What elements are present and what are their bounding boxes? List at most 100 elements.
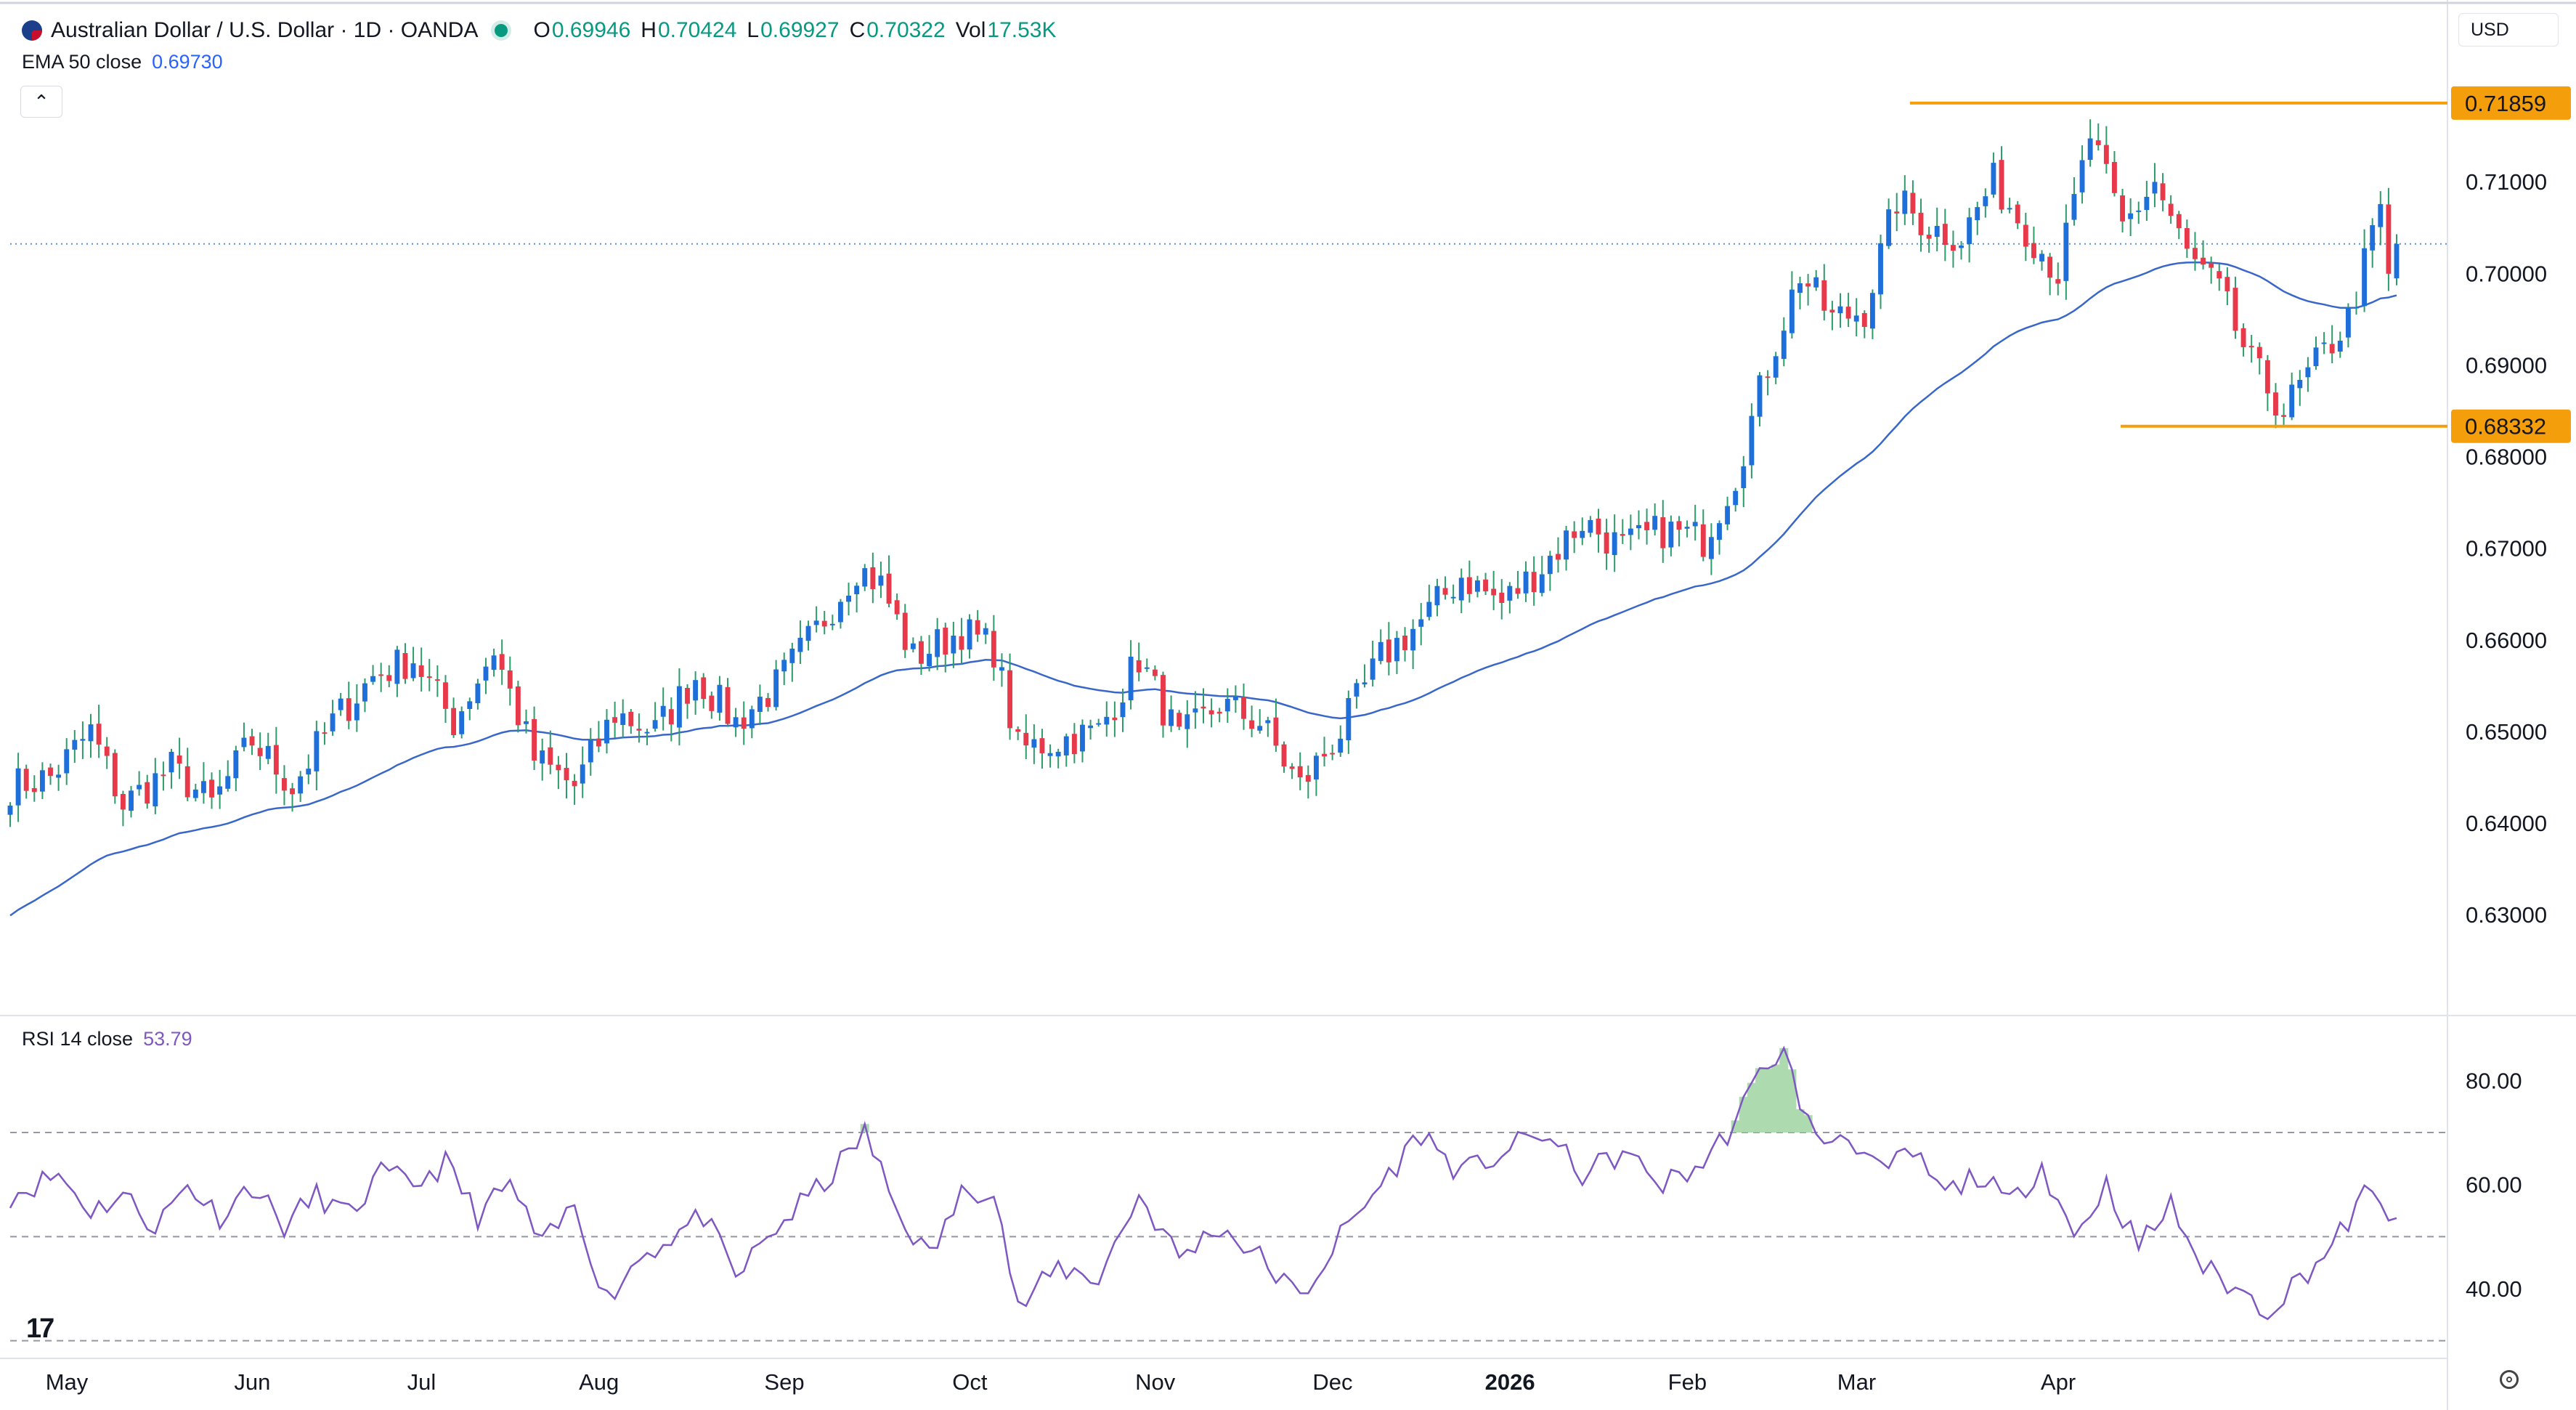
rsi-legend[interactable]: RSI 14 close 53.79 (22, 1028, 192, 1050)
time-tick-label: Apr (2041, 1369, 2076, 1395)
candle-body (1596, 518, 1601, 535)
candle-body (846, 596, 851, 602)
candle-body (902, 612, 908, 650)
candle-body (1232, 696, 1238, 700)
candle-body (2103, 145, 2109, 164)
candle-body (153, 773, 158, 807)
candle-body (1781, 331, 1787, 360)
candle-body (1588, 519, 1593, 533)
volume-label: Vol (955, 18, 986, 42)
candle-body (1886, 209, 1892, 246)
candle-body (1692, 522, 1698, 527)
tradingview-logo[interactable]: 17 (26, 1313, 54, 1345)
candle-body (1975, 207, 1980, 221)
candle-body (2362, 248, 2368, 307)
candle-body (757, 697, 763, 712)
price-tick-label: 0.63000 (2466, 902, 2547, 928)
candle-body (967, 619, 972, 650)
candle-body (394, 649, 400, 684)
candle-body (1080, 724, 1085, 752)
candle-body (1813, 277, 1819, 288)
candle-body (717, 684, 723, 713)
candle-body (1564, 530, 1569, 560)
currency-selector[interactable]: USD (2458, 13, 2559, 46)
candle-body (1628, 528, 1633, 535)
candle-body (120, 793, 126, 810)
candle-body (1999, 160, 2004, 210)
candle-body (273, 745, 279, 775)
candle-body (225, 776, 231, 789)
rsi-tick-label: 60.00 (2466, 1172, 2522, 1198)
candle-body (556, 764, 561, 771)
candle-body (499, 654, 505, 670)
candle-body (532, 718, 537, 761)
candle-body (1926, 235, 1932, 239)
candle-body (1902, 190, 1908, 214)
candle-body (821, 620, 827, 627)
candle-body (1708, 537, 1714, 559)
rsi-line (9, 1045, 2397, 1321)
candle-body (1507, 586, 1513, 601)
candle-body (200, 781, 206, 793)
candle-body (1450, 596, 1456, 599)
candle-body (2378, 203, 2384, 227)
symbol-title[interactable]: Australian Dollar / U.S. Dollar · 1D · O… (51, 18, 479, 42)
candle-body (1959, 245, 1964, 248)
candle-body (999, 667, 1004, 671)
candle-body (1039, 738, 1045, 753)
candle-body (709, 695, 715, 711)
candle-body (1338, 738, 1344, 753)
candle-body (1556, 554, 1561, 560)
candle-body (943, 627, 948, 655)
candle-body (1700, 524, 1706, 557)
candle-body (1410, 628, 1416, 651)
candle-body (1023, 732, 1029, 746)
candle-body (1386, 639, 1391, 663)
candle-body (2273, 392, 2278, 416)
collapse-legend-button[interactable]: ⌃ (20, 86, 62, 118)
candle-body (1515, 588, 1521, 594)
candle-body (2071, 194, 2077, 220)
candle-body (1491, 588, 1497, 596)
low-value: 0.69927 (760, 18, 840, 42)
candle-body (935, 629, 940, 657)
candle-body (1120, 702, 1126, 718)
price-tick-label: 0.70000 (2466, 261, 2547, 286)
candle-body (733, 717, 739, 728)
candle-body (685, 687, 690, 704)
tradingview-logo-text: 17 (26, 1313, 54, 1344)
candle-body (483, 666, 489, 681)
candle-body (2354, 307, 2359, 309)
candle-body (1071, 734, 1077, 755)
candle-body (322, 732, 328, 734)
candle-body (1152, 669, 1158, 676)
candle-body (2023, 224, 2028, 247)
time-tick-label: May (46, 1369, 89, 1395)
candle-body (548, 747, 553, 765)
candle-body (1636, 524, 1641, 529)
candle-body (564, 768, 569, 781)
ema-layer (9, 261, 2397, 917)
candle-body (1200, 706, 1206, 709)
candle-body (894, 600, 900, 615)
candle-body (402, 653, 408, 679)
candle-body (781, 660, 787, 672)
gear-icon[interactable] (2500, 1370, 2519, 1389)
candle-body (1604, 532, 1609, 554)
candle-body (2337, 341, 2343, 352)
time-tick-label: Feb (1668, 1369, 1707, 1395)
ema-legend[interactable]: EMA 50 close 0.69730 (22, 51, 223, 73)
high-value: 0.70424 (657, 18, 737, 42)
candle-body (1668, 522, 1674, 548)
candle-body (2079, 160, 2085, 193)
candle-body (2120, 195, 2125, 222)
low-label: L (747, 18, 760, 42)
candle-body (725, 686, 731, 724)
market-status-icon (494, 24, 508, 37)
candle-body (1845, 307, 1851, 319)
candle-body (306, 769, 312, 775)
price-tick-label: 0.64000 (2466, 811, 2547, 836)
high-label: H (641, 18, 657, 42)
candle-body (129, 790, 134, 811)
